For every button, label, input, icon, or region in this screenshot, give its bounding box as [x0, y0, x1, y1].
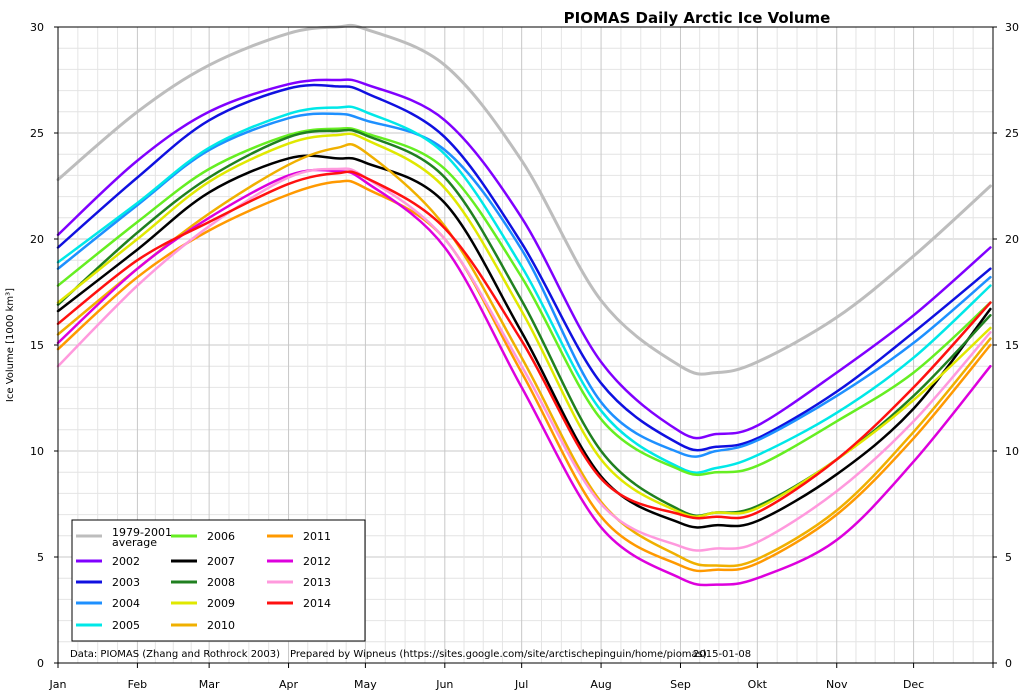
y-axis-left: 0 5 10 15 20 25 30	[30, 21, 58, 670]
x-tick-label: Apr	[279, 678, 299, 691]
legend-label: 2003	[112, 576, 140, 589]
y-tick-label: 10	[1005, 445, 1019, 458]
legend-label: 1979-2001	[112, 526, 172, 539]
legend-label: 2005	[112, 619, 140, 632]
y-tick-label: 0	[37, 657, 44, 670]
series-line-2004	[56, 112, 992, 458]
y-axis-right: 0 5 10 15 20 25 30	[993, 21, 1019, 670]
y-tick-label: 15	[30, 339, 44, 352]
series-line-2008	[56, 128, 992, 517]
series-line-2003	[56, 83, 992, 452]
x-tick-label: Mar	[199, 678, 220, 691]
legend-label: 2014	[303, 597, 331, 610]
y-tick-label: 25	[30, 127, 44, 140]
series-layer	[56, 23, 992, 587]
y-tick-label: 5	[1005, 551, 1012, 564]
series-line-2006	[56, 126, 992, 477]
y-tick-label: 10	[30, 445, 44, 458]
series-line-2005	[56, 105, 992, 474]
legend-label: 2004	[112, 597, 140, 610]
legend-label: average	[112, 536, 157, 549]
x-tick-label: Dec	[903, 678, 924, 691]
source-note: Data: PIOMAS (Zhang and Rothrock 2003)	[70, 649, 280, 660]
y-tick-label: 5	[37, 551, 44, 564]
legend-label: 2008	[207, 576, 235, 589]
date-note: 2015-01-08	[693, 649, 751, 660]
y-tick-label: 0	[1005, 657, 1012, 670]
legend-label: 2013	[303, 576, 331, 589]
x-tick-label: Jun	[435, 678, 453, 691]
series-line-2011	[56, 179, 992, 573]
x-tick-label: Okt	[748, 678, 768, 691]
legend-label: 2011	[303, 530, 331, 543]
x-tick-label: Nov	[826, 678, 848, 691]
series-line-2012	[56, 168, 992, 587]
x-tick-label: Jul	[514, 678, 528, 691]
series-line-2014	[56, 170, 992, 520]
y-tick-label: 30	[30, 21, 44, 34]
y-tick-label: 15	[1005, 339, 1019, 352]
series-line-2007	[56, 154, 992, 529]
legend-label: 2007	[207, 555, 235, 568]
x-tick-label: May	[354, 678, 377, 691]
chart-title: PIOMAS Daily Arctic Ice Volume	[564, 9, 831, 27]
legend-label: 2012	[303, 555, 331, 568]
series-line-2010	[56, 143, 992, 568]
legend-label: 2009	[207, 597, 235, 610]
legend-box	[71, 519, 366, 642]
series-line-2009	[56, 132, 992, 518]
y-tick-label: 20	[1005, 233, 1019, 246]
legend-label: 2002	[112, 555, 140, 568]
x-tick-label: Sep	[670, 678, 691, 691]
legend-label: 2006	[207, 530, 235, 543]
y-tick-label: 20	[30, 233, 44, 246]
x-tick-label: Jan	[49, 678, 67, 691]
y-tick-label: 25	[1005, 127, 1019, 140]
prepared-note: Prepared by Wipneus (https://sites.googl…	[290, 649, 707, 660]
y-axis-label: Ice Volume [1000 km³]	[5, 288, 16, 402]
y-tick-label: 30	[1005, 21, 1019, 34]
series-line-2002	[56, 78, 992, 440]
series-line-1979-2001-average	[56, 23, 992, 376]
legend-label: 2010	[207, 619, 235, 632]
x-tick-label: Feb	[128, 678, 147, 691]
x-tick-label: Aug	[590, 678, 611, 691]
x-axis: Jan Feb Mar Apr May Jun Jul Aug Sep Okt Nov Dec	[49, 663, 994, 691]
